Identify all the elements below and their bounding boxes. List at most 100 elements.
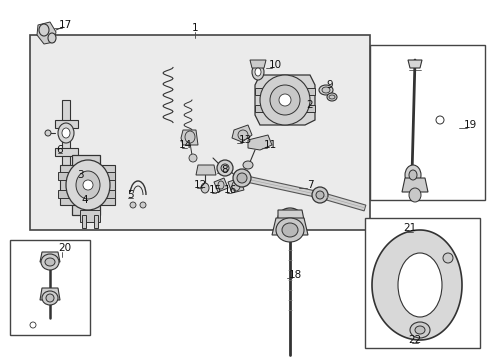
Polygon shape	[40, 252, 60, 262]
Ellipse shape	[251, 64, 264, 80]
Polygon shape	[407, 60, 421, 68]
Ellipse shape	[184, 131, 195, 143]
Polygon shape	[103, 190, 115, 198]
Polygon shape	[82, 215, 86, 228]
Ellipse shape	[42, 291, 58, 305]
Ellipse shape	[217, 160, 232, 176]
Ellipse shape	[221, 164, 228, 172]
Polygon shape	[196, 165, 216, 175]
Ellipse shape	[48, 33, 56, 43]
Ellipse shape	[435, 116, 443, 124]
Ellipse shape	[318, 85, 332, 95]
Ellipse shape	[321, 87, 329, 93]
Ellipse shape	[218, 181, 224, 189]
Ellipse shape	[46, 294, 54, 302]
Text: 11: 11	[263, 140, 276, 150]
Ellipse shape	[269, 85, 299, 115]
Ellipse shape	[408, 170, 416, 180]
Text: 21: 21	[403, 223, 416, 233]
Ellipse shape	[404, 165, 420, 185]
Ellipse shape	[66, 160, 110, 210]
Polygon shape	[401, 178, 427, 192]
Text: 7: 7	[306, 180, 313, 190]
Polygon shape	[249, 60, 265, 68]
Ellipse shape	[315, 191, 324, 199]
Ellipse shape	[62, 128, 70, 138]
Text: 9: 9	[326, 80, 333, 90]
Text: 18: 18	[288, 270, 301, 280]
Ellipse shape	[30, 322, 36, 328]
Polygon shape	[214, 178, 227, 192]
Ellipse shape	[282, 223, 297, 237]
Ellipse shape	[189, 154, 197, 162]
Polygon shape	[302, 88, 314, 95]
Ellipse shape	[45, 130, 51, 136]
Polygon shape	[40, 288, 60, 300]
Ellipse shape	[41, 254, 59, 270]
Ellipse shape	[83, 180, 93, 190]
Text: 17: 17	[58, 20, 71, 30]
Text: 19: 19	[463, 120, 476, 130]
Ellipse shape	[279, 94, 290, 106]
Polygon shape	[271, 218, 307, 235]
Polygon shape	[62, 100, 70, 165]
Polygon shape	[37, 22, 56, 44]
Text: 5: 5	[126, 190, 133, 200]
Text: 12: 12	[193, 180, 206, 190]
Polygon shape	[103, 172, 115, 180]
Ellipse shape	[275, 218, 304, 242]
Ellipse shape	[254, 68, 261, 76]
Ellipse shape	[140, 202, 146, 208]
Polygon shape	[371, 230, 461, 340]
Polygon shape	[241, 175, 320, 198]
Text: 15: 15	[208, 185, 221, 195]
Ellipse shape	[260, 75, 309, 125]
Text: 4: 4	[81, 195, 88, 205]
Ellipse shape	[238, 130, 247, 140]
Polygon shape	[319, 192, 365, 211]
Polygon shape	[231, 125, 251, 142]
Text: 13: 13	[238, 135, 251, 145]
Bar	[10, 240, 90, 335]
Polygon shape	[94, 215, 98, 228]
Ellipse shape	[58, 123, 74, 143]
Ellipse shape	[414, 326, 424, 334]
Bar	[30, 35, 369, 230]
Ellipse shape	[409, 322, 429, 338]
Ellipse shape	[76, 171, 100, 199]
Polygon shape	[247, 135, 271, 150]
Ellipse shape	[45, 258, 55, 266]
Ellipse shape	[130, 202, 136, 208]
Text: 2: 2	[306, 100, 313, 110]
Polygon shape	[58, 172, 72, 180]
Text: 16: 16	[223, 185, 236, 195]
Polygon shape	[254, 88, 267, 95]
Ellipse shape	[397, 253, 441, 317]
Text: 20: 20	[59, 243, 71, 253]
Polygon shape	[55, 148, 78, 156]
Text: 22: 22	[407, 335, 421, 345]
Text: 3: 3	[77, 170, 83, 180]
Polygon shape	[278, 210, 304, 220]
Ellipse shape	[278, 208, 302, 228]
Polygon shape	[181, 130, 198, 145]
Text: 1: 1	[191, 23, 198, 33]
Ellipse shape	[39, 24, 49, 36]
Text: 14: 14	[178, 140, 191, 150]
Polygon shape	[72, 155, 100, 215]
Polygon shape	[60, 165, 115, 205]
Ellipse shape	[408, 188, 420, 202]
Polygon shape	[302, 105, 314, 112]
Polygon shape	[254, 75, 314, 125]
Text: 10: 10	[268, 60, 281, 70]
Polygon shape	[55, 120, 78, 128]
Text: 8: 8	[221, 165, 228, 175]
Ellipse shape	[201, 183, 208, 193]
Bar	[369, 45, 484, 200]
Polygon shape	[227, 178, 244, 193]
Polygon shape	[80, 210, 100, 222]
Polygon shape	[58, 190, 72, 198]
Text: 6: 6	[57, 145, 63, 155]
Ellipse shape	[328, 95, 334, 99]
Polygon shape	[254, 105, 267, 112]
